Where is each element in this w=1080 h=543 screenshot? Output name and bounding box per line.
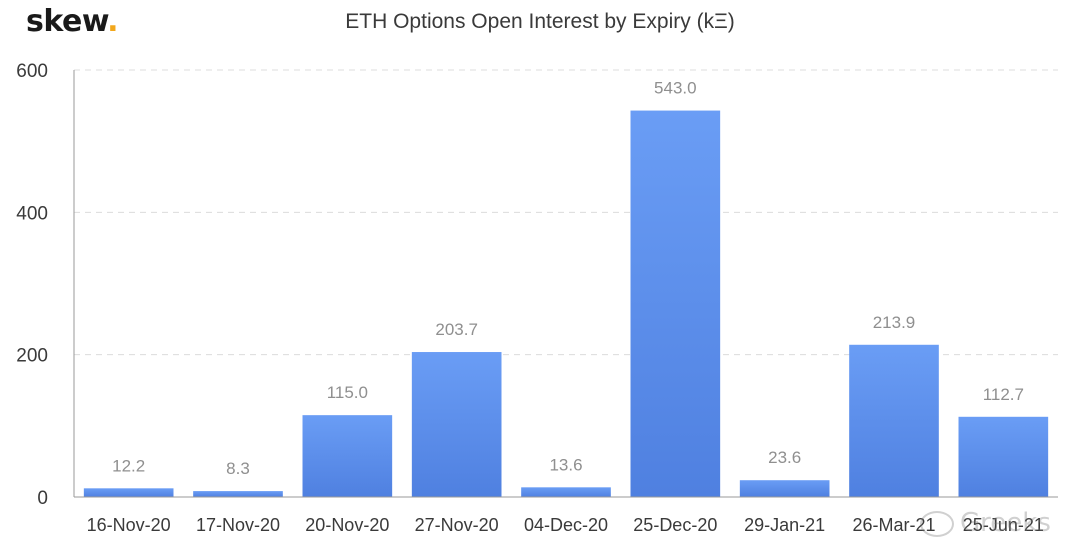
y-tick-label: 400 <box>16 203 48 224</box>
watermark: Greeks <box>920 508 1051 538</box>
value-label: 112.7 <box>983 385 1024 404</box>
bar <box>83 488 174 497</box>
brand-logo: skew. <box>26 4 119 39</box>
bar <box>630 110 721 497</box>
bar <box>958 416 1049 497</box>
x-tick-label: 27-Nov-20 <box>415 515 499 535</box>
x-tick-label: 20-Nov-20 <box>305 515 389 535</box>
brand-dot: . <box>107 4 119 39</box>
bar <box>302 415 393 497</box>
value-label: 13.6 <box>549 455 582 474</box>
y-tick-label: 600 <box>16 61 48 82</box>
watermark-text: Greeks <box>960 508 1051 538</box>
value-label: 23.6 <box>768 448 801 467</box>
value-label: 213.9 <box>873 313 916 332</box>
bars <box>83 110 1049 497</box>
wechat-icon <box>920 510 954 537</box>
brand-name: skew <box>26 4 108 39</box>
value-label: 543.0 <box>654 79 697 98</box>
x-tick-label: 29-Jan-21 <box>744 515 825 535</box>
x-tick-label: 26-Mar-21 <box>852 515 935 535</box>
value-label: 12.2 <box>112 456 145 475</box>
bar <box>739 480 830 497</box>
value-label: 8.3 <box>226 459 250 478</box>
x-tick-label: 17-Nov-20 <box>196 515 280 535</box>
bar <box>411 352 502 497</box>
chart-title: ETH Options Open Interest by Expiry (kΞ) <box>345 10 735 33</box>
x-tick-label: 04-Dec-20 <box>524 515 608 535</box>
value-label: 115.0 <box>327 383 368 402</box>
x-tick-label: 16-Nov-20 <box>87 515 171 535</box>
bar <box>849 344 939 497</box>
value-label: 203.7 <box>435 320 478 339</box>
axes: 0 200 400 600 16-Nov-20 17-Nov-20 20-Nov-20 27-… <box>16 61 1058 535</box>
x-tick-label: 25-Dec-20 <box>633 515 717 535</box>
bar <box>193 491 283 497</box>
value-labels: 12.2 8.3 115.0 203.7 13.6 543.0 23.6 213.9 112.7 <box>112 79 1024 479</box>
y-tick-label: 200 <box>16 346 48 367</box>
y-tick-label: 0 <box>37 488 48 509</box>
bar <box>521 487 611 497</box>
x-tick-label: 25-Jun-21 <box>963 515 1044 535</box>
